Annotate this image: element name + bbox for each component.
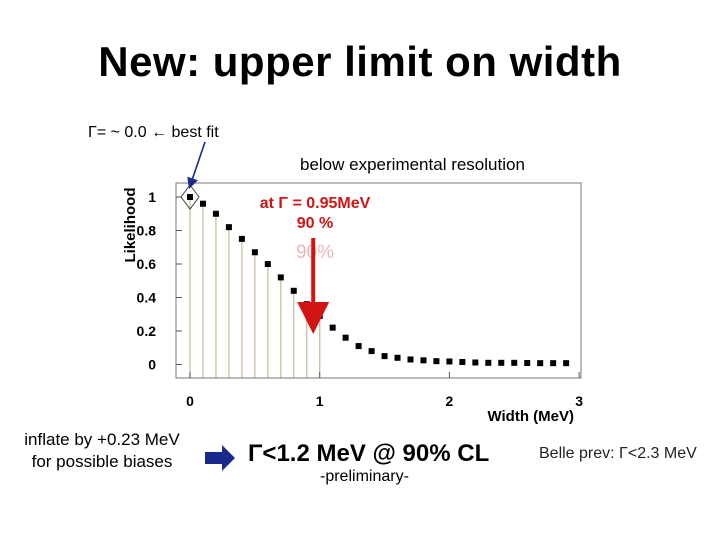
data-point: [212, 210, 219, 217]
data-point: [277, 274, 284, 281]
data-point: [381, 353, 388, 360]
y-tick-label: 0.6: [137, 256, 157, 272]
data-point: [407, 356, 414, 363]
data-point: [446, 358, 453, 365]
limit-annotation-line2: 90 %: [297, 215, 333, 232]
resolution-note: below experimental resolution: [300, 155, 525, 174]
data-point: [199, 200, 206, 207]
result-limit: Γ<1.2 MeV @ 90% CL: [248, 440, 490, 467]
y-tick-label: 0.2: [137, 323, 157, 339]
data-point: [187, 194, 193, 200]
data-point: [264, 261, 271, 267]
data-point: [342, 334, 349, 341]
x-tick-label: 0: [186, 393, 194, 409]
data-point: [563, 360, 570, 367]
y-tick-label: 0.4: [137, 290, 157, 306]
data-point: [329, 324, 336, 331]
data-point: [485, 359, 492, 366]
data-point: [394, 354, 401, 361]
data-point: [225, 224, 232, 231]
inflate-note-line2: for possible biases: [31, 452, 173, 471]
data-point: [550, 360, 557, 367]
data-point: [251, 249, 258, 256]
data-point: [420, 357, 427, 364]
preliminary-note: -preliminary-: [320, 468, 409, 485]
plot-frame: [175, 182, 582, 379]
data-point: [472, 359, 479, 366]
y-axis-label: Likelihood: [122, 188, 139, 263]
best-fit-pointer: [187, 141, 206, 190]
data-point: [316, 312, 323, 319]
data-point: [459, 358, 466, 365]
data-point: [238, 235, 245, 242]
data-point: [433, 358, 440, 365]
data-point: [511, 359, 518, 366]
data-point: [498, 359, 505, 366]
x-tick-label: 1: [316, 393, 324, 409]
y-tick-label: 0.8: [137, 223, 157, 239]
best-fit-note: Γ= ~ 0.0 ← best fit: [88, 124, 219, 141]
data-point: [290, 287, 297, 294]
data-point: [368, 348, 375, 355]
result-arrow-icon: [205, 445, 235, 471]
x-tick-label: 2: [446, 393, 454, 409]
slide-title: New: upper limit on width: [98, 38, 622, 85]
y-tick-label: 0: [148, 357, 156, 373]
limit-annotation-line1: at Γ = 0.95MeV: [260, 195, 371, 212]
data-point: [303, 301, 310, 308]
data-point: [355, 343, 362, 350]
data-point: [537, 360, 544, 367]
inflate-note-line1: inflate by +0.23 MeV: [24, 430, 180, 449]
x-axis-label: Width (MeV): [487, 408, 574, 425]
data-point: [524, 359, 531, 366]
x-tick-label: 3: [575, 393, 583, 409]
best-fit-diamond: [180, 184, 200, 210]
belle-previous-limit: Belle prev: Γ<2.3 MeV: [539, 445, 697, 462]
y-tick-label: 1: [148, 189, 156, 205]
